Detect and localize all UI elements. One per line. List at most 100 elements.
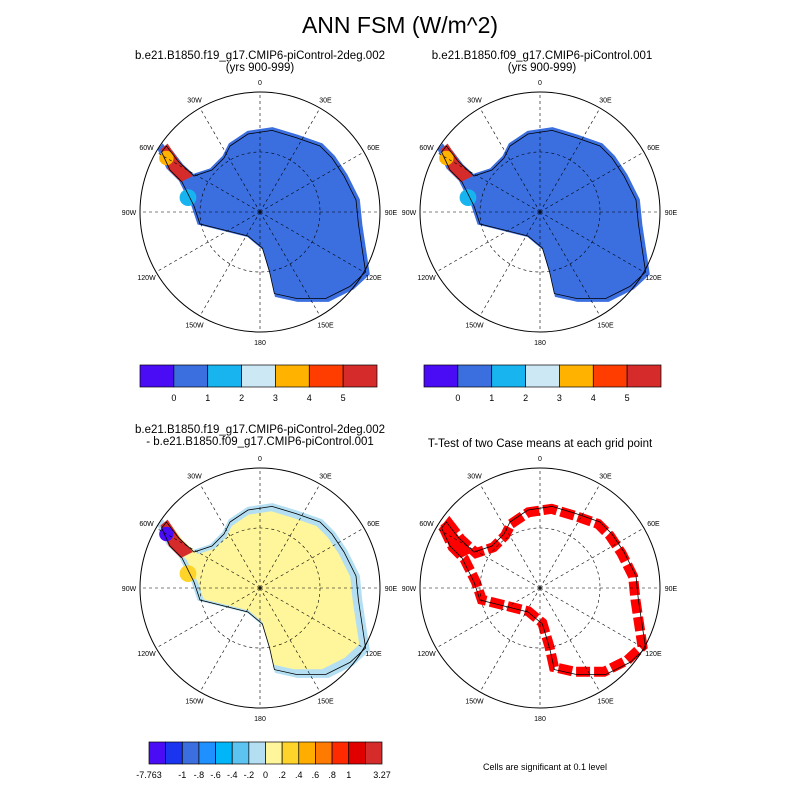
longitude-label: 60E <box>647 521 660 528</box>
longitude-label: 90E <box>665 210 678 217</box>
panel-title-line1: b.e21.B1850.f19_g17.CMIP6-piControl-2deg… <box>135 424 385 436</box>
colorbar-case2: 0 1 2 3 4 5 <box>423 364 662 403</box>
colorbar-box <box>165 741 183 765</box>
colorbar-box <box>231 741 250 765</box>
longitude-label: 90W <box>122 586 137 593</box>
field-fill <box>167 511 360 670</box>
colorbar-label: .6 <box>312 770 320 780</box>
meridian-line <box>539 107 601 213</box>
colorbar-label: 0 <box>263 770 268 780</box>
map-boundary <box>139 91 381 333</box>
longitude-label: 150W <box>465 699 484 706</box>
meridian-line <box>259 211 321 317</box>
panel-title-line1: b.e21.B1850.f19_g17.CMIP6-piControl-2deg… <box>135 50 385 62</box>
colorbar-box <box>275 364 310 388</box>
colorbar-label: 5 <box>625 393 630 403</box>
panel-title-line2: - b.e21.B1850.f09_g17.CMIP6-piControl.00… <box>146 436 374 448</box>
meridian-line <box>259 151 365 213</box>
colorbar-label: .2 <box>278 770 286 780</box>
longitude-label: 90E <box>385 586 398 593</box>
colorbar-box <box>248 741 266 765</box>
meridian-line <box>539 587 601 693</box>
longitude-label: 120W <box>137 275 156 282</box>
colorbar-label: 0 <box>171 393 176 403</box>
colorbar-label: -.8 <box>194 770 205 780</box>
colorbar-box <box>365 741 383 765</box>
longitude-label: 30W <box>187 97 202 104</box>
colorbar-box <box>198 741 216 765</box>
meridian-line <box>435 151 541 213</box>
longitude-label: 30E <box>599 473 612 480</box>
colorbar-label: 0 <box>455 393 460 403</box>
meridian-line <box>539 527 645 589</box>
meridian-line <box>435 527 541 589</box>
longitude-label: 90W <box>402 210 417 217</box>
field-patch <box>459 189 477 207</box>
panel-title-line2: (yrs 900-999) <box>225 62 295 74</box>
colorbar-label: 2 <box>239 393 244 403</box>
field-patch <box>179 189 197 207</box>
coastline <box>161 129 367 299</box>
longitude-label: 120E <box>645 275 662 282</box>
longitude-label: 120E <box>645 651 662 658</box>
figure-title: ANN FSM (W/m^2) <box>301 12 499 38</box>
meridian-line <box>259 587 365 649</box>
meridian-line <box>155 587 261 649</box>
meridian-line <box>539 483 601 589</box>
colorbar-box <box>491 364 526 388</box>
panel-title-line1: T-Test of two Case means at each grid po… <box>427 438 653 450</box>
coastline <box>161 505 367 675</box>
meridian-line <box>199 483 261 589</box>
polar-map-diff: 0 30E 60E 90E 120E 150E 180 150W 120W 90W 60W 30W <box>122 456 398 723</box>
colorbar-label: -.6 <box>210 770 221 780</box>
longitude-label: 60W <box>419 521 434 528</box>
polar-map-case: 0 30E 60E 90E 120E 150E 180 150W 120W 90W 60W 30W <box>402 80 678 347</box>
meridian-line <box>155 211 261 273</box>
meridian-line <box>155 527 261 589</box>
meridian-line <box>479 107 541 213</box>
longitude-label: 30E <box>319 97 332 104</box>
longitude-label: 0 <box>258 456 262 463</box>
colorbar-box <box>457 364 493 388</box>
meridian-line <box>479 587 541 693</box>
panel-title-case1: b.e21.B1850.f19_g17.CMIP6-piControl-2deg… <box>90 50 430 74</box>
longitude-label: 60W <box>419 145 434 152</box>
colorbar-box <box>281 741 300 765</box>
polar-map-ttest: 0 30E 60E 90E 120E 150E 180 150W 120W 90W 60W 30W <box>402 456 678 723</box>
longitude-label: 0 <box>538 456 542 463</box>
meridian-line <box>259 483 321 589</box>
colorbar-box <box>265 741 283 765</box>
colorbar-box <box>139 364 175 388</box>
colorbar-box <box>173 364 209 388</box>
panel-title-case2: b.e21.B1850.f09_g17.CMIP6-piControl.001 … <box>372 50 712 74</box>
colorbar-label: 1 <box>346 770 351 780</box>
meridian-line <box>199 211 261 317</box>
longitude-label: 150E <box>597 323 614 330</box>
longitude-label: 150E <box>317 323 334 330</box>
colorbar-box <box>181 741 200 765</box>
longitude-label: 60W <box>139 145 154 152</box>
colorbar-label: 5 <box>341 393 346 403</box>
colorbar-box <box>315 741 333 765</box>
panel-title-diff: b.e21.B1850.f19_g17.CMIP6-piControl-2deg… <box>90 424 430 448</box>
longitude-label: 0 <box>258 80 262 87</box>
colorbar-label: 1 <box>205 393 210 403</box>
meridian-line <box>479 211 541 317</box>
colorbar-label: -1 <box>178 770 186 780</box>
coastline <box>441 505 647 675</box>
panel-title-ttest: T-Test of two Case means at each grid po… <box>370 438 710 450</box>
colorbar-box <box>215 741 233 765</box>
field-fill <box>447 135 640 294</box>
longitude-label: 150E <box>597 699 614 706</box>
colorbar-label: 4 <box>591 393 596 403</box>
colorbar-box <box>423 364 459 388</box>
longitude-label: 120E <box>365 651 382 658</box>
polar-map-case: 0 30E 60E 90E 120E 150E 180 150W 120W 90W 60W 30W <box>122 80 398 347</box>
ttest-note: Cells are significant at 0.1 level <box>482 762 608 772</box>
field-fill <box>167 135 360 294</box>
colorbar-box <box>342 364 378 388</box>
longitude-label: 180 <box>254 340 266 347</box>
panel-title-line1: b.e21.B1850.f09_g17.CMIP6-piControl.001 <box>431 50 653 62</box>
colorbar-box <box>348 741 366 765</box>
colorbar-box <box>308 364 344 388</box>
